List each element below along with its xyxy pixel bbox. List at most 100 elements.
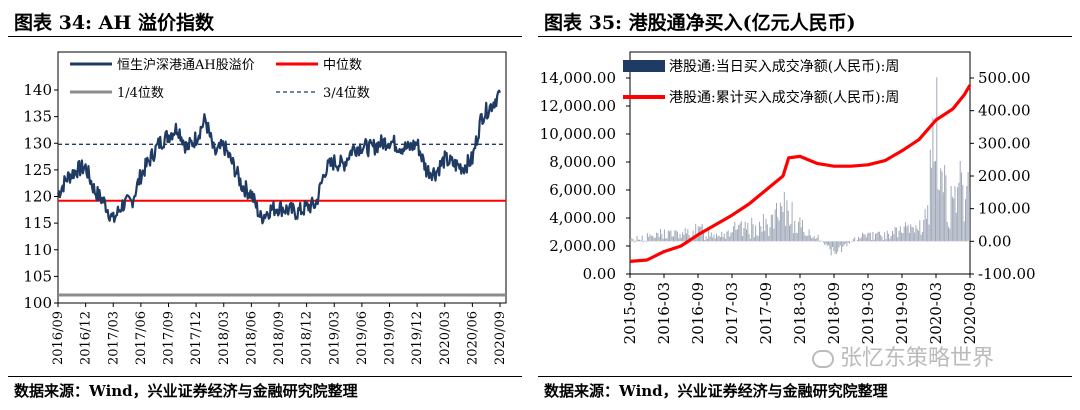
weekly-net-buy-bar	[906, 226, 908, 242]
weekly-net-buy-bar	[829, 241, 831, 250]
weekly-net-buy-bar	[805, 236, 807, 242]
weekly-net-buy-bar	[757, 236, 759, 242]
left-source-note: 数据来源：Wind，兴业证券经济与金融研究院整理	[14, 382, 358, 400]
left-y-tick-label: 10,000.00	[540, 125, 616, 143]
weekly-net-buy-bar	[743, 228, 745, 242]
weekly-net-buy-bar	[967, 172, 969, 242]
weekly-net-buy-bar	[764, 230, 766, 242]
weekly-net-buy-bar	[686, 233, 687, 242]
legend-swatch-weekly	[623, 60, 665, 72]
weekly-net-buy-bar	[706, 238, 708, 242]
ah-premium-chart: 100 105 110 115 120 125 130 135 140 2016/09 2016/1…	[23, 51, 508, 365]
weekly-net-buy-bar	[781, 206, 783, 242]
y-tick-label: 130	[23, 134, 52, 152]
weekly-net-buy-bar	[643, 241, 644, 243]
weekly-net-buy-bar	[905, 222, 906, 242]
x-tick-label: 2020-03	[927, 282, 945, 344]
weekly-net-buy-bar	[762, 213, 764, 242]
weekly-net-buy-bar	[687, 229, 689, 242]
weekly-net-buy-bar	[919, 220, 921, 242]
weekly-net-buy-bar	[912, 227, 914, 242]
weekly-net-buy-bar	[837, 241, 839, 252]
weekly-net-buy-bar	[929, 149, 931, 242]
weekly-net-buy-bar	[813, 236, 815, 242]
right-y-tick-label: 200.00	[978, 167, 1031, 185]
weekly-net-buy-bar	[804, 235, 806, 242]
left-y-tick-label: 6,000.00	[549, 181, 616, 199]
weekly-net-buy-bar	[895, 227, 897, 242]
weekly-net-buy-bar	[816, 237, 818, 242]
weekly-net-buy-bar	[740, 221, 742, 242]
weekly-net-buy-bar	[911, 226, 913, 242]
weekly-net-buy-bar	[863, 234, 865, 242]
weekly-net-buy-bar	[798, 221, 800, 242]
weekly-net-buy-bar	[873, 239, 875, 242]
weekly-net-buy-bar	[889, 238, 891, 242]
weekly-net-buy-bar	[880, 234, 882, 242]
right-y-tick-label: 0.00	[978, 232, 1011, 250]
weekly-net-buy-bar	[875, 234, 876, 242]
weekly-net-buy-bar	[640, 240, 642, 242]
weekly-net-buy-bar	[680, 237, 682, 242]
weekly-net-buy-bar	[703, 229, 704, 242]
weekly-net-buy-bar	[958, 182, 960, 242]
weekly-net-buy-bar	[961, 172, 962, 242]
legend-label-ah: 恒生沪深港通AH股溢价	[117, 57, 255, 73]
legend-label-cumulative: 港股通:累计买入成交净额(人民币):周	[669, 89, 899, 106]
weekly-net-buy-bar	[945, 175, 947, 242]
weekly-net-buy-bar	[937, 189, 939, 242]
weekly-net-buy-bar	[714, 238, 716, 242]
weekly-net-buy-bar	[852, 239, 854, 242]
weekly-net-buy-bar	[726, 231, 728, 242]
y-tick-label: 140	[23, 81, 52, 99]
weekly-net-buy-bar	[712, 237, 714, 242]
x-tick-label: 2018/03	[217, 311, 232, 365]
weekly-net-buy-bar	[650, 236, 652, 242]
x-tick-label: 2019/03	[327, 311, 342, 365]
weekly-net-buy-bar	[876, 233, 878, 242]
weekly-net-buy-bar	[847, 241, 849, 243]
x-tick-label: 2019-09	[893, 282, 911, 344]
x-tick-label: 2018-03	[791, 282, 809, 344]
weekly-net-buy-bar	[632, 239, 634, 242]
weekly-net-buy-bar	[692, 230, 694, 242]
series-line-cumulative	[629, 84, 972, 263]
weekly-net-buy-bar	[878, 231, 880, 242]
weekly-net-buy-bar	[846, 241, 848, 247]
weekly-net-buy-bar	[927, 205, 929, 242]
x-tick-label: 2020/06	[465, 311, 480, 365]
x-tick-label: 2018-09	[825, 282, 843, 344]
weekly-net-buy-bar	[950, 186, 952, 242]
weekly-net-buy-bar	[856, 240, 858, 242]
right-title-rule	[538, 36, 1072, 37]
weekly-net-buy-bar	[897, 237, 899, 242]
legend-label-median: 中位数	[323, 58, 362, 73]
southbound-flow-chart: 0.00 2,000.00 4,000.00 6,000.00 8,000.00 10,0…	[540, 51, 1036, 344]
weekly-net-buy-bar	[786, 200, 788, 242]
weekly-net-buy-bar	[719, 237, 721, 242]
x-tick-label: 2020/03	[438, 311, 453, 365]
weekly-net-buy-bar	[666, 238, 668, 242]
weekly-net-buy-bar	[833, 241, 835, 252]
weekly-net-buy-bar	[955, 212, 957, 242]
weekly-net-buy-bar	[665, 238, 667, 242]
weekly-net-buy-bar	[796, 233, 798, 242]
weekly-net-buy-bar	[851, 241, 853, 242]
left-y-tick-label: 8,000.00	[549, 153, 616, 171]
right-source-rule	[538, 376, 1072, 377]
weekly-net-buy-bar	[662, 238, 664, 242]
weekly-net-buy-bar	[962, 184, 964, 242]
x-tick-label: 2020-09	[961, 282, 979, 344]
x-tick-label: 2017-03	[723, 282, 741, 344]
weekly-net-buy-bar	[755, 225, 757, 242]
right-chart-title: 图表 35: 港股通净买入(亿元人民币)	[544, 12, 856, 34]
weekly-net-buy-bar	[966, 186, 968, 242]
weekly-net-buy-bar	[888, 233, 890, 242]
weekly-net-buy-bar	[898, 230, 900, 242]
weekly-net-buy-bar	[918, 230, 919, 242]
weekly-net-buy-bar	[713, 234, 715, 242]
weekly-net-buy-bar	[722, 237, 724, 242]
weekly-net-buy-bar	[742, 236, 744, 242]
weekly-net-buy-bar	[709, 236, 711, 242]
weekly-net-buy-bar	[954, 186, 956, 242]
